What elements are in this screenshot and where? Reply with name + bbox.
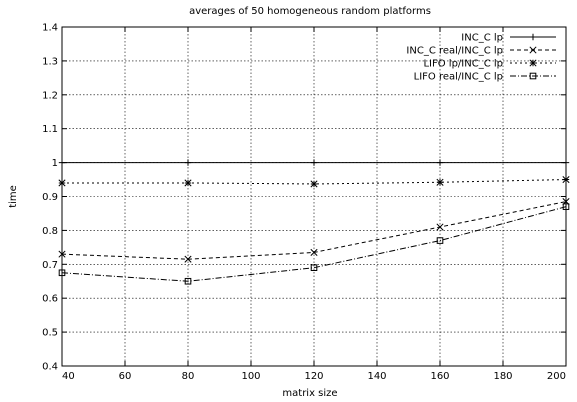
data-point	[184, 159, 192, 166]
x-tick-label: 140	[367, 371, 386, 382]
legend-label: INC_C lp	[461, 33, 503, 44]
y-tick-label: 0.7	[42, 260, 58, 271]
series-4	[58, 203, 570, 285]
data-point	[562, 203, 570, 210]
x-tick-label: 120	[304, 371, 323, 382]
data-point	[184, 255, 192, 263]
y-tick-label: 0.6	[42, 294, 58, 305]
x-tick-label: 40	[62, 371, 75, 382]
x-tick-label: 80	[182, 371, 195, 382]
legend-marker	[529, 46, 537, 54]
series-line	[61, 206, 567, 282]
legend-label: LIFO real/INC_C lp	[414, 72, 503, 83]
legend-label: LIFO lp/INC_C lp	[423, 59, 503, 70]
chart-title: averages of 50 homogeneous random platfo…	[189, 6, 431, 17]
data-point	[310, 264, 318, 271]
data-point	[436, 178, 444, 186]
series-3	[58, 175, 570, 188]
x-axis-tick-labels: 40 60 80 100 120 140 160 180 200	[62, 371, 566, 382]
y-tick-label: 0.8	[42, 226, 58, 237]
x-tick-label: 160	[430, 371, 449, 382]
series-line	[62, 179, 567, 185]
data-point	[58, 269, 66, 277]
data-point	[58, 179, 66, 187]
y-tick-label: 0.4	[42, 362, 58, 373]
x-tick-label: 180	[493, 371, 512, 382]
data-point	[310, 159, 318, 166]
data-point	[310, 180, 318, 188]
legend: INC_C lp INC_C real/INC_C lp LIFO lp/INC_C…	[406, 33, 556, 83]
y-tick-label: 0.5	[42, 328, 58, 339]
y-tick-label: 0.9	[42, 192, 58, 203]
legend-entry: INC_C lp	[461, 33, 556, 44]
y-axis-title: time	[8, 185, 19, 208]
x-tick-label: 100	[241, 371, 260, 382]
y-tick-label: 1.4	[42, 23, 58, 34]
data-point	[436, 223, 444, 231]
legend-entry: INC_C real/INC_C lp	[406, 46, 556, 57]
y-axis-tick-labels: 0.4 0.5 0.6 0.7 0.8 0.9 1 1.1 1.2 1.3 1.4	[42, 23, 58, 373]
legend-marker	[529, 72, 537, 80]
legend-marker	[529, 59, 537, 67]
data-point	[562, 175, 570, 184]
series	[58, 159, 570, 285]
data-point	[58, 250, 66, 258]
data-point	[436, 159, 444, 166]
y-tick-label: 1.2	[42, 90, 58, 101]
y-tick-label: 1.3	[42, 56, 58, 67]
legend-entry: LIFO real/INC_C lp	[414, 72, 556, 83]
data-point	[436, 237, 444, 244]
data-point	[562, 159, 570, 166]
data-point	[184, 179, 192, 187]
series-1	[58, 159, 570, 166]
x-axis-title: matrix size	[282, 388, 337, 399]
legend-entry: LIFO lp/INC_C lp	[423, 59, 556, 70]
y-tick-label: 1	[52, 158, 58, 169]
legend-marker	[529, 33, 537, 41]
y-tick-label: 1.1	[42, 124, 58, 135]
x-tick-label: 200	[547, 371, 566, 382]
data-point	[58, 159, 66, 166]
data-point	[310, 248, 318, 256]
legend-label: INC_C real/INC_C lp	[406, 46, 503, 57]
data-point	[184, 277, 192, 285]
x-tick-label: 60	[119, 371, 132, 382]
series-2	[58, 198, 570, 263]
